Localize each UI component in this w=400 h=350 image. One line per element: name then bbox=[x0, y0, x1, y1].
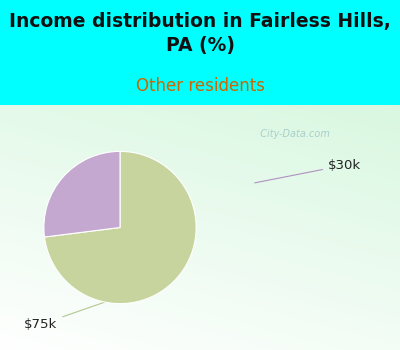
Text: Income distribution in Fairless Hills,
PA (%): Income distribution in Fairless Hills, P… bbox=[9, 12, 391, 55]
Text: $75k: $75k bbox=[24, 302, 105, 331]
Wedge shape bbox=[44, 151, 120, 237]
Text: City-Data.com: City-Data.com bbox=[254, 130, 330, 139]
Text: Other residents: Other residents bbox=[136, 77, 264, 95]
Wedge shape bbox=[44, 151, 196, 304]
Text: $30k: $30k bbox=[255, 159, 361, 183]
